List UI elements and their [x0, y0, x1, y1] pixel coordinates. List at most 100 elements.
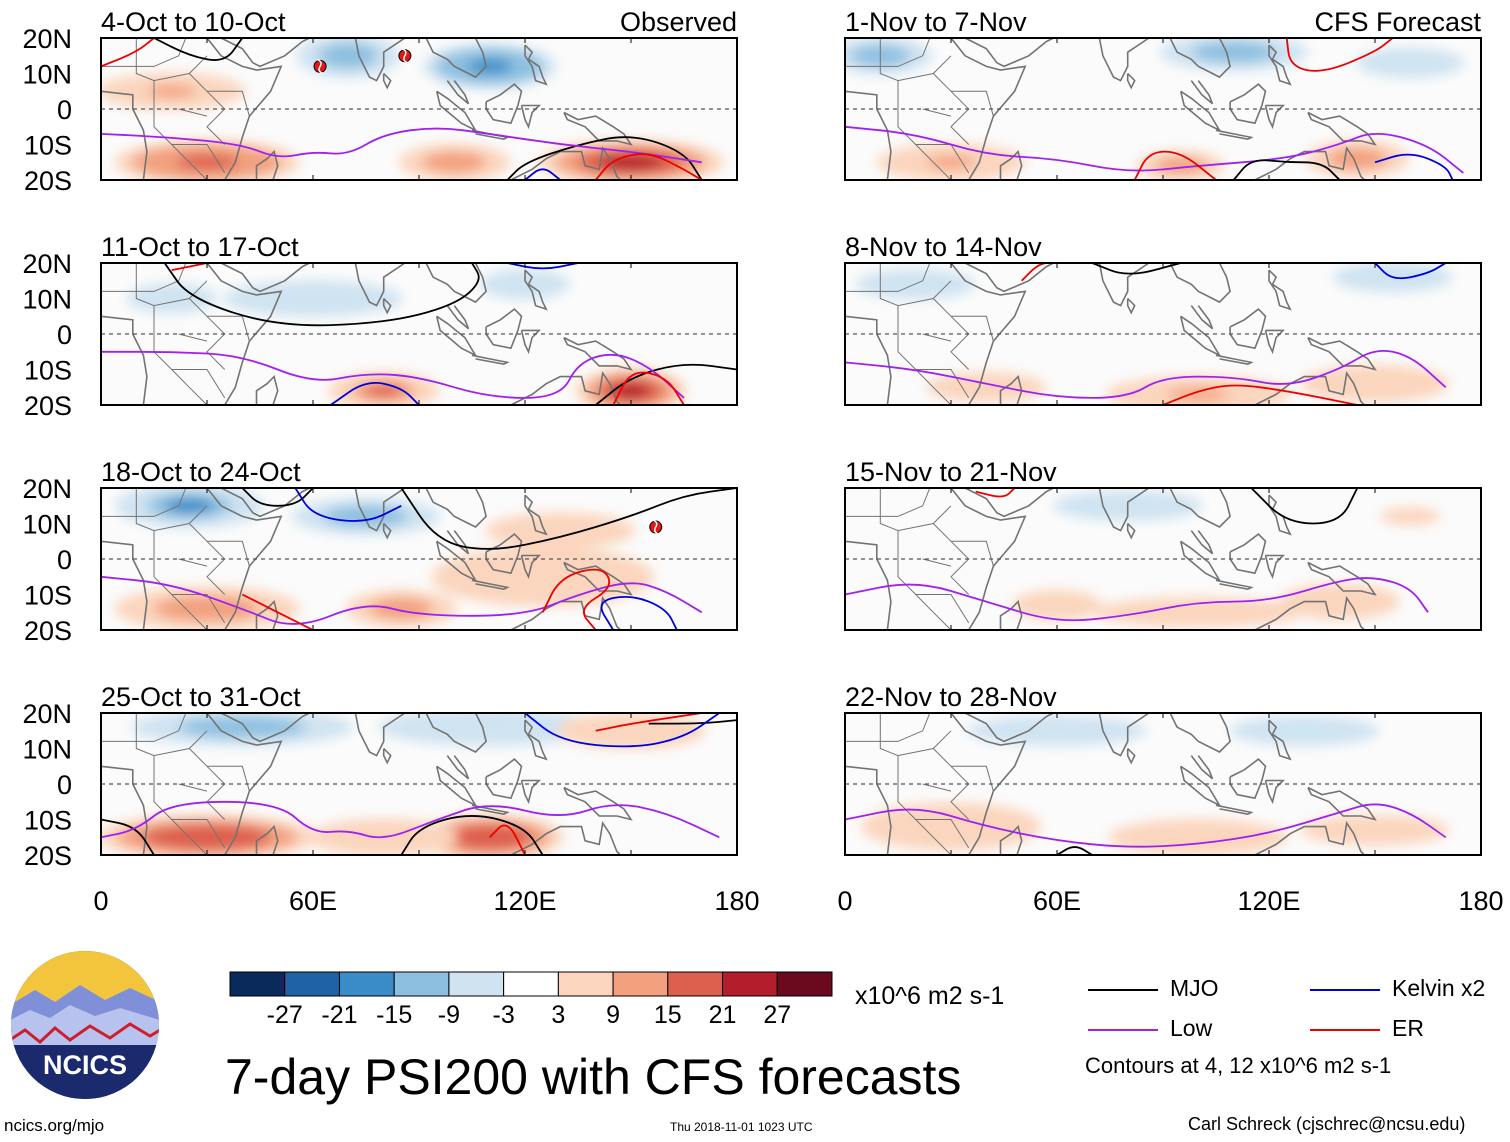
colorbar-tick-label: -9 [438, 1001, 460, 1029]
colorbar-swatch [503, 971, 559, 997]
lon-tick-label: 60E [1033, 886, 1081, 916]
country-border [845, 263, 931, 292]
contour-er [1133, 150, 1217, 180]
colorbar-tick-label: -27 [267, 1001, 303, 1029]
panel-date-label: 4-Oct to 10-Oct [101, 7, 286, 37]
lon-tick-label: 180 [714, 886, 759, 916]
coastline [101, 315, 148, 405]
lat-tick-label: 0 [57, 770, 72, 800]
country-border [178, 333, 208, 342]
contour-er [595, 153, 703, 180]
country-border [101, 488, 187, 517]
country-border [101, 263, 187, 292]
anomaly-cell [961, 381, 1012, 394]
contour-kelvin [330, 382, 420, 405]
colorbar-tick-label: -21 [321, 1001, 357, 1029]
coastline [471, 354, 510, 366]
coastline [1215, 579, 1254, 591]
contour-kelvin [524, 713, 720, 748]
coastline [1215, 804, 1254, 816]
coastline [520, 104, 542, 130]
lat-tick-label: 10N [22, 285, 72, 315]
coastline [382, 747, 392, 765]
anomaly-cell [452, 720, 527, 734]
legend-er-swatch [1310, 1029, 1380, 1031]
coastline [382, 72, 392, 90]
coastline [1253, 370, 1366, 405]
coastline [999, 375, 1023, 405]
panel: 4-Oct to 10-Oct [100, 7, 738, 181]
coastline [845, 713, 1027, 855]
coastline [101, 765, 148, 855]
coastline [964, 263, 1054, 293]
coastline [471, 579, 510, 591]
coastline [1126, 747, 1136, 765]
anomaly-cell [1344, 823, 1406, 837]
country-border [951, 90, 994, 117]
coastline [524, 494, 548, 536]
contour-er [1285, 38, 1394, 72]
coastline [101, 90, 148, 180]
coastline [485, 533, 523, 575]
country-border [101, 713, 187, 742]
coastline [563, 336, 633, 371]
column-labels: Observed CFS Forecast [620, 7, 1482, 37]
contour-er [171, 263, 208, 271]
coastline [999, 150, 1023, 180]
coastline [509, 370, 622, 405]
coastline [382, 297, 392, 315]
country-border [207, 90, 250, 117]
coastline [845, 263, 1027, 405]
anomaly-cell [164, 498, 215, 514]
coastlines [845, 488, 1377, 630]
contour-er [595, 713, 702, 732]
colorbar-swatch [448, 971, 505, 997]
anomaly-cell [435, 156, 473, 169]
coastline [1085, 488, 1150, 532]
cyclone-icon [649, 519, 663, 535]
lon-tick-label: 180 [1458, 886, 1503, 916]
coastline [845, 540, 892, 630]
lat-tick-label: 10S [24, 581, 72, 611]
anomaly-cell [176, 601, 238, 617]
colorbar: -27 -21 -15 -9 -3 3 9 15 21 27 [229, 971, 833, 1029]
coastlines [101, 263, 633, 405]
legend-mjo-label: MJO [1170, 975, 1219, 1001]
coastlines [101, 488, 633, 630]
lat-tick-label: 20N [22, 249, 72, 279]
coastline [220, 263, 310, 293]
country-border [915, 369, 970, 399]
coastline [446, 530, 470, 555]
contour-kelvin [1374, 153, 1454, 180]
contour-low [101, 800, 720, 839]
coastline [1264, 779, 1286, 805]
colorbar-swatch [776, 971, 833, 997]
country-border [915, 819, 970, 849]
contour-mjo [163, 263, 480, 327]
legend-kelvin-label: Kelvin x2 [1392, 975, 1486, 1001]
legend-er-label: ER [1392, 1015, 1424, 1041]
country-border [101, 38, 187, 67]
anomaly-shading [845, 38, 1465, 180]
panel-date-label: 22-Nov to 28-Nov [845, 682, 1057, 712]
colorbar-tick-label: 21 [709, 1001, 737, 1029]
lon-tick-label: 120E [1237, 886, 1300, 916]
coastline [1268, 494, 1292, 536]
coastline [382, 522, 392, 540]
coastline [1085, 713, 1150, 757]
coastline [1268, 269, 1292, 311]
coastlines [845, 713, 1377, 855]
units-label: x10^6 m2 s-1 [855, 982, 1005, 1010]
country-border [951, 765, 994, 792]
coastline [1126, 297, 1136, 315]
lon-tick-label: 120E [493, 886, 556, 916]
colorbar-tick-label: 27 [763, 1001, 791, 1029]
colorbar-tick-label: -15 [376, 1001, 412, 1029]
contour-low [845, 349, 1447, 399]
column-label: CFS Forecast [1314, 7, 1481, 37]
coastline [845, 765, 892, 855]
coastline [425, 263, 487, 304]
coastline [509, 820, 622, 855]
coastline [446, 80, 470, 105]
site-link[interactable]: ncics.org/mjo [4, 1116, 105, 1135]
